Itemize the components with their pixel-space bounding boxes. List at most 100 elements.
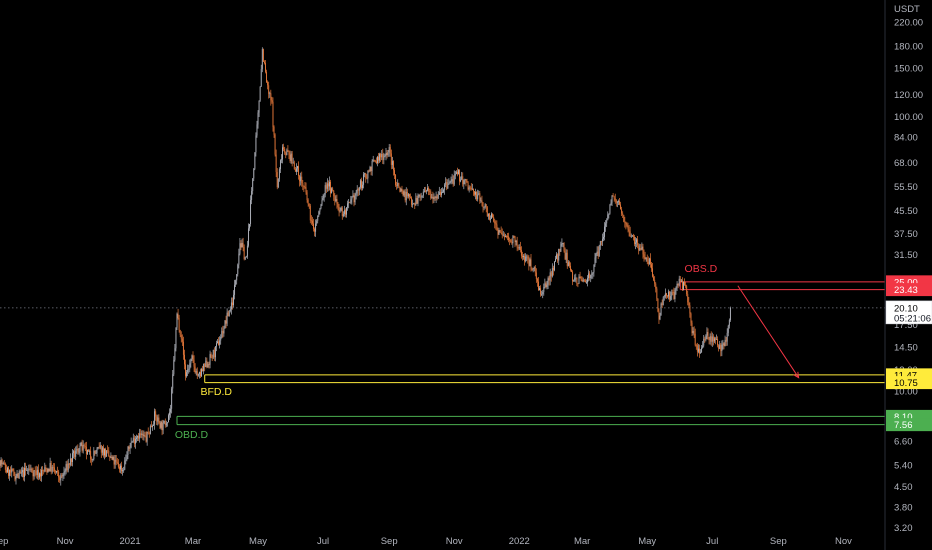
candle-body [597,251,599,257]
candle-body [287,150,289,152]
candle-body [526,256,528,258]
candle-body [696,345,698,352]
candle-body [372,159,374,161]
candle-body [159,423,161,428]
candle-body [379,153,381,161]
candle-body [728,319,730,326]
time-axis[interactable]: Sep Nov 2021 Mar May Jul Sep Nov 2022 Mar May Jul Se… [0,536,852,547]
candle-body [710,336,712,342]
candle-body [513,236,515,238]
candle-body [440,192,442,195]
candle-body [683,282,684,290]
candle-body [668,291,669,297]
candle-body [57,471,59,472]
candle-body [640,248,642,250]
candle-body [661,303,663,306]
time-axis-label: 2021 [120,536,141,547]
candle-body [94,450,96,454]
candle-body [539,288,540,291]
candle-body [25,467,27,471]
candle-body [132,437,134,442]
candle-body [68,463,70,465]
candle-body [144,435,146,437]
candle-body [617,201,619,203]
candle-body [324,185,326,195]
projection-arrow[interactable] [737,285,800,378]
candle-body [527,256,529,260]
candle-body [191,355,193,359]
candle-body [563,243,565,252]
candle-body [555,258,556,262]
candle-body [384,155,386,157]
candle-body [712,336,714,342]
candle-body [615,200,617,203]
candle-body [36,469,38,475]
candle-body [633,236,635,244]
candle-body [369,166,371,171]
candle-body [105,448,107,457]
candle-body [350,199,352,203]
candle-body [382,154,384,160]
candle-body [326,183,328,189]
candle-body [153,424,154,426]
candle-body [557,254,559,261]
candle-body [443,189,445,192]
candle-body [198,372,200,375]
candle-body [177,313,179,318]
candle-body [532,268,534,270]
candle-body [508,236,510,241]
zone-price-tag-bg [886,283,932,297]
candle-body [137,435,138,438]
candle-body [429,191,431,193]
candle-body [236,274,238,281]
candle-body [78,451,80,453]
candle-body [691,322,693,334]
candle-body [523,256,524,257]
candle-body [703,338,705,346]
candle-body [340,207,342,211]
candle-body [165,423,167,426]
candle-body [517,247,519,249]
candle-body [21,470,23,473]
candle-body [431,196,433,198]
candle-body [268,85,270,94]
candle-body [54,471,56,473]
candle-body [659,315,661,320]
candle-body [334,196,336,202]
candle-body [314,228,315,232]
candle-body [155,411,157,417]
candle-body [641,246,643,250]
candle-body [631,235,633,237]
candle-body [366,177,368,179]
current-price-tag-bg [885,300,932,325]
candle-body [148,433,150,434]
candle-body [111,456,113,460]
candle-body [536,279,538,282]
candle-body [291,153,293,163]
candle-body [113,456,115,465]
candle-body [56,471,57,473]
candle-body [715,338,716,340]
candle-body [194,366,196,373]
candle-body [613,196,615,199]
candle-body [487,213,489,217]
candle-body [174,348,176,360]
candle-body [140,433,142,435]
candle-body [467,182,469,190]
candle-body [606,220,608,224]
candle-body [301,176,303,184]
candle-body [158,417,160,424]
candle-body [133,437,135,444]
candle-body [438,191,440,195]
candle-body [58,471,60,478]
candle-body [525,256,527,262]
candle-body [575,277,577,279]
candle-body [217,341,218,344]
candle-body [595,253,597,258]
candle-body [154,411,156,425]
candle-body [704,338,706,340]
candle-body [469,187,471,189]
candle-body [176,313,178,328]
